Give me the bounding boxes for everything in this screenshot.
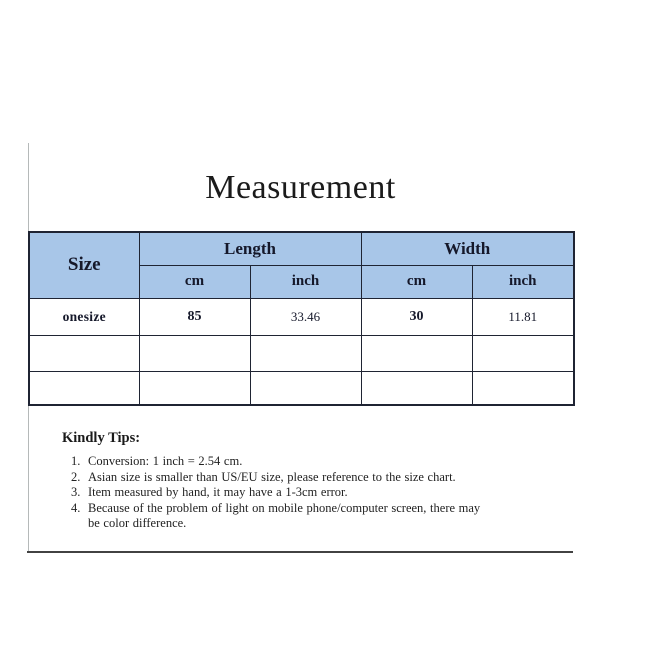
header-unit-row: cm inch cm inch bbox=[29, 264, 575, 299]
tip-item: Item measured by hand, it may have a 1-3… bbox=[84, 485, 490, 501]
cell-length-cm bbox=[138, 370, 251, 406]
cell-width-cm: 30 bbox=[360, 297, 473, 336]
cell-length-inch bbox=[249, 334, 362, 372]
cell-size bbox=[28, 334, 140, 372]
header-size: Size bbox=[28, 231, 140, 299]
table-row bbox=[28, 334, 575, 372]
cell-width-inch bbox=[471, 370, 575, 406]
cell-length-inch: 33.46 bbox=[249, 297, 362, 336]
header-width-inch: inch bbox=[471, 264, 575, 299]
header-width-cm: cm bbox=[360, 264, 473, 299]
cell-length-inch bbox=[249, 370, 362, 406]
cell-width-cm bbox=[360, 370, 473, 406]
tip-item: Because of the problem of light on mobil… bbox=[84, 501, 490, 532]
tips-heading: Kindly Tips: bbox=[62, 430, 141, 446]
header-width: Width bbox=[360, 231, 575, 266]
header-length-inch: inch bbox=[249, 264, 362, 299]
kindly-tips-section: Kindly Tips: Conversion: 1 inch = 2.54 c… bbox=[62, 430, 522, 532]
cell-width-inch: 11.81 bbox=[471, 297, 575, 336]
header-length: Length bbox=[138, 231, 362, 266]
tips-list: Conversion: 1 inch = 2.54 cm. Asian size… bbox=[62, 454, 490, 532]
tip-item: Asian size is smaller than US/EU size, p… bbox=[84, 470, 490, 486]
table-row bbox=[28, 370, 575, 406]
page-title: Measurement bbox=[205, 169, 396, 206]
header-group-row: Size Length Width bbox=[28, 231, 575, 299]
cell-length-cm bbox=[138, 334, 251, 372]
cell-width-cm bbox=[360, 334, 473, 372]
cell-width-inch bbox=[471, 334, 575, 372]
cell-length-cm: 85 bbox=[138, 297, 251, 336]
tip-item: Conversion: 1 inch = 2.54 cm. bbox=[84, 454, 490, 470]
cell-size bbox=[28, 370, 140, 406]
cell-size: onesize bbox=[28, 297, 140, 336]
measurement-table: Size Length Width cm inch cm inch onesiz… bbox=[28, 231, 575, 406]
bottom-divider-rule bbox=[27, 551, 573, 553]
table-row: onesize 85 33.46 30 11.81 bbox=[28, 297, 575, 336]
header-length-cm: cm bbox=[138, 264, 251, 299]
